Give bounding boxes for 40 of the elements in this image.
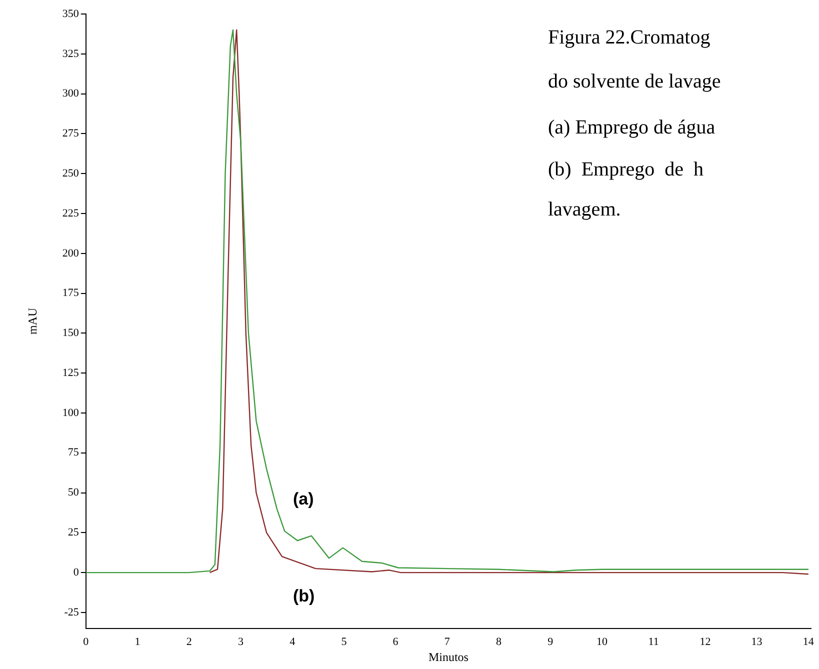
x-tick-label: 9 — [548, 636, 554, 648]
annotation: (b) — [293, 586, 315, 606]
y-tick-label: 125 — [62, 366, 80, 379]
x-axis-title: Minutos — [428, 650, 469, 664]
x-tick-label: 6 — [392, 636, 399, 648]
annotation: Figura 22.Cromatog — [548, 26, 710, 48]
y-tick-label: 225 — [62, 207, 80, 220]
y-tick-label: 175 — [62, 287, 80, 300]
y-tick-label: 350 — [62, 8, 80, 20]
y-tick-label: 25 — [68, 526, 80, 539]
x-tick-label: 2 — [186, 636, 192, 648]
y-tick-label: 50 — [68, 486, 80, 499]
y-tick-label: 275 — [62, 128, 80, 140]
annotation: (a) Emprego de água — [548, 116, 716, 138]
annotation: lavagem. — [548, 198, 621, 220]
y-tick-label: 100 — [62, 406, 80, 419]
x-tick-label: 0 — [83, 636, 90, 648]
x-tick-label: 5 — [341, 636, 348, 648]
y-tick-label: 0 — [73, 566, 80, 578]
y-axis-title: mAU — [25, 308, 40, 335]
x-tick-label: 10 — [596, 636, 608, 648]
x-tick-label: 11 — [648, 636, 659, 648]
x-tick-label: 12 — [700, 636, 711, 648]
y-tick-label: 200 — [62, 247, 80, 260]
annotation: do solvente de lavage — [548, 70, 721, 92]
annotation: (a) — [293, 490, 314, 509]
x-tick-label: 4 — [290, 636, 296, 648]
x-tick-label: 8 — [496, 636, 502, 648]
y-tick-label: 75 — [68, 446, 80, 459]
annotation: (b) Emprego de h — [548, 158, 704, 180]
x-tick-label: 13 — [751, 636, 763, 648]
x-tick-label: 14 — [802, 636, 814, 648]
y-tick-label: 150 — [62, 327, 80, 340]
x-tick-label: 1 — [134, 636, 140, 648]
x-tick-label: 3 — [238, 636, 244, 648]
y-tick-label: -25 — [64, 606, 80, 618]
y-tick-label: 325 — [62, 48, 80, 60]
x-tick-label: 7 — [444, 636, 450, 648]
y-tick-label: 250 — [62, 167, 80, 180]
y-tick-label: 300 — [62, 88, 80, 100]
